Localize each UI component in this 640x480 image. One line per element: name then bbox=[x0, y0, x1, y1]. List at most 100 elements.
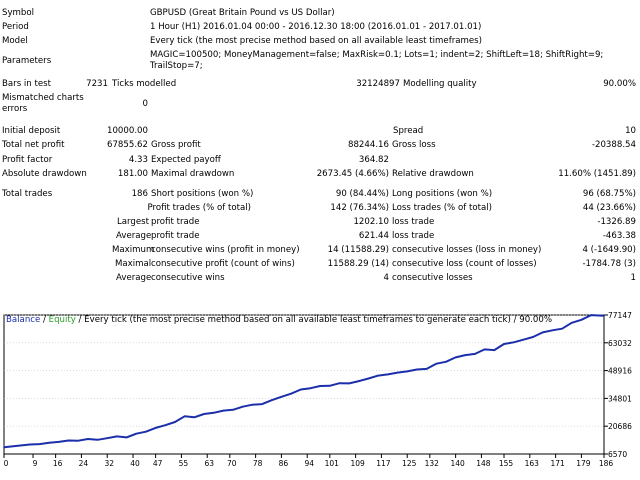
series-point bbox=[222, 409, 225, 412]
y-tick-label: 63032 bbox=[608, 339, 632, 348]
maximal-cons-profit-value: 11588.29 (14) bbox=[327, 259, 389, 269]
balance-chart: 6570 20686 34801 48916 63032 77147 0 9 16 24 32 40 4… bbox=[0, 311, 640, 480]
x-tick-label: 171 bbox=[550, 459, 565, 468]
series-point bbox=[145, 430, 147, 433]
series-point bbox=[329, 384, 331, 387]
series-point bbox=[16, 445, 18, 447]
series-point bbox=[522, 338, 525, 341]
max-cons-wins-label: consecutive wins (profit in money) bbox=[151, 245, 300, 255]
average-loss-value: -463.38 bbox=[602, 231, 636, 241]
x-tick-label: 132 bbox=[425, 459, 440, 468]
max-cons-losses-label: consecutive losses (loss in money) bbox=[392, 245, 542, 255]
x-tick-label: 163 bbox=[525, 459, 540, 468]
symbol-label: Symbol bbox=[2, 8, 35, 18]
mismatched-value: 0 bbox=[142, 99, 148, 109]
x-tick-label: 0 bbox=[4, 459, 9, 468]
series-point bbox=[183, 415, 186, 418]
series-point bbox=[367, 377, 370, 380]
x-tick-label: 55 bbox=[179, 459, 189, 468]
x-tick-label: 140 bbox=[450, 459, 465, 468]
y-tick-label: 48916 bbox=[608, 367, 632, 376]
series-point bbox=[561, 327, 563, 330]
parameters-value-line1: MAGIC=100500; MoneyManagement=false; Max… bbox=[150, 50, 604, 60]
chart-frame bbox=[3, 314, 605, 455]
maximal-cons-loss-label: consecutive loss (count of losses) bbox=[392, 259, 537, 269]
short-positions-label: Short positions (won %) bbox=[151, 189, 254, 199]
series-point bbox=[406, 370, 409, 373]
y-tick-label: 77147 bbox=[608, 311, 632, 320]
series-point bbox=[493, 349, 496, 351]
average-label: Average bbox=[116, 231, 152, 241]
series-point bbox=[67, 439, 70, 442]
x-tick-label: 24 bbox=[79, 459, 89, 468]
absolute-drawdown-value: 181.00 bbox=[117, 169, 148, 179]
series-point bbox=[299, 388, 302, 391]
relative-drawdown-label: Relative drawdown bbox=[392, 169, 474, 179]
series-point bbox=[454, 356, 457, 359]
loss-trades-value: 44 (23.66%) bbox=[582, 203, 636, 213]
x-tick-label: 179 bbox=[576, 459, 591, 468]
maximal-cons-profit-label: consecutive profit (count of wins) bbox=[151, 259, 295, 269]
parameters-label: Parameters bbox=[2, 56, 52, 66]
x-tick-label: 117 bbox=[376, 459, 391, 468]
series-point bbox=[154, 427, 157, 429]
ticks-value: 32124897 bbox=[356, 79, 400, 89]
period-label: Period bbox=[2, 22, 29, 32]
largest-loss-value: -1326.89 bbox=[597, 217, 636, 227]
largest-profit-value: 1202.10 bbox=[353, 217, 389, 227]
series-point bbox=[396, 371, 399, 374]
gross-loss-label: Gross loss bbox=[392, 140, 436, 150]
total-trades-value: 186 bbox=[131, 189, 148, 199]
x-tick-label: 47 bbox=[153, 459, 163, 468]
x-tick-label: 109 bbox=[350, 459, 365, 468]
largest-profit-label: profit trade bbox=[151, 217, 200, 227]
relative-drawdown-value: 11.60% (1451.89) bbox=[558, 169, 636, 179]
x-tick-label: 63 bbox=[204, 459, 214, 468]
model-label: Model bbox=[2, 36, 28, 46]
gross-loss-value: -20388.54 bbox=[591, 140, 636, 150]
expected-payoff-value: 364.82 bbox=[358, 155, 389, 165]
balance-chart-svg: 6570 20686 34801 48916 63032 77147 0 9 16 24 32 40 4… bbox=[3, 311, 632, 468]
x-tick-label: 40 bbox=[130, 459, 140, 468]
x-tick-label: 94 bbox=[304, 459, 314, 468]
initial-deposit-label: Initial deposit bbox=[2, 126, 61, 136]
series-point bbox=[29, 443, 31, 446]
series-point bbox=[174, 421, 176, 423]
profit-factor-value: 4.33 bbox=[128, 155, 148, 165]
series-point bbox=[164, 424, 167, 426]
average-cons-label: Average bbox=[116, 273, 152, 283]
legend-equity: Equity bbox=[48, 315, 76, 325]
y-tick-label: 20686 bbox=[608, 422, 632, 431]
x-tick-label: 78 bbox=[253, 459, 263, 468]
ticks-label: Ticks modelled bbox=[112, 79, 177, 89]
total-net-profit-value: 67855.62 bbox=[106, 140, 148, 150]
series-point bbox=[193, 416, 196, 419]
series-point bbox=[503, 343, 505, 345]
series-point bbox=[241, 405, 244, 408]
chart-legend: Balance / Equity / Every tick (the most … bbox=[6, 315, 552, 326]
x-tick-label: 70 bbox=[227, 459, 237, 468]
series-point bbox=[77, 439, 79, 442]
x-tick-label: 16 bbox=[53, 459, 63, 468]
series-point bbox=[251, 403, 254, 406]
avg-cons-losses-value: 1 bbox=[630, 273, 636, 283]
quality-value: 90.00% bbox=[603, 79, 636, 89]
average-profit-value: 621.44 bbox=[358, 231, 389, 241]
series-point bbox=[580, 319, 583, 321]
series-point bbox=[319, 385, 321, 387]
max-cons-losses-value: 4 (-1649.90) bbox=[582, 245, 636, 255]
series-point bbox=[464, 354, 467, 356]
legend-balance: Balance bbox=[6, 315, 41, 325]
total-trades-label: Total trades bbox=[2, 189, 53, 199]
series-point bbox=[416, 368, 418, 371]
total-net-profit-label: Total net profit bbox=[2, 140, 65, 150]
gross-profit-label: Gross profit bbox=[151, 140, 201, 150]
series-point bbox=[570, 321, 573, 324]
gross-profit-value: 88244.16 bbox=[347, 140, 389, 150]
x-tick-label: 125 bbox=[402, 459, 417, 468]
x-tick-label: 148 bbox=[476, 459, 491, 468]
series-point bbox=[590, 314, 592, 316]
series-point bbox=[58, 441, 60, 443]
y-tick-label: 34801 bbox=[608, 394, 632, 403]
x-tick-label: 155 bbox=[499, 459, 514, 468]
